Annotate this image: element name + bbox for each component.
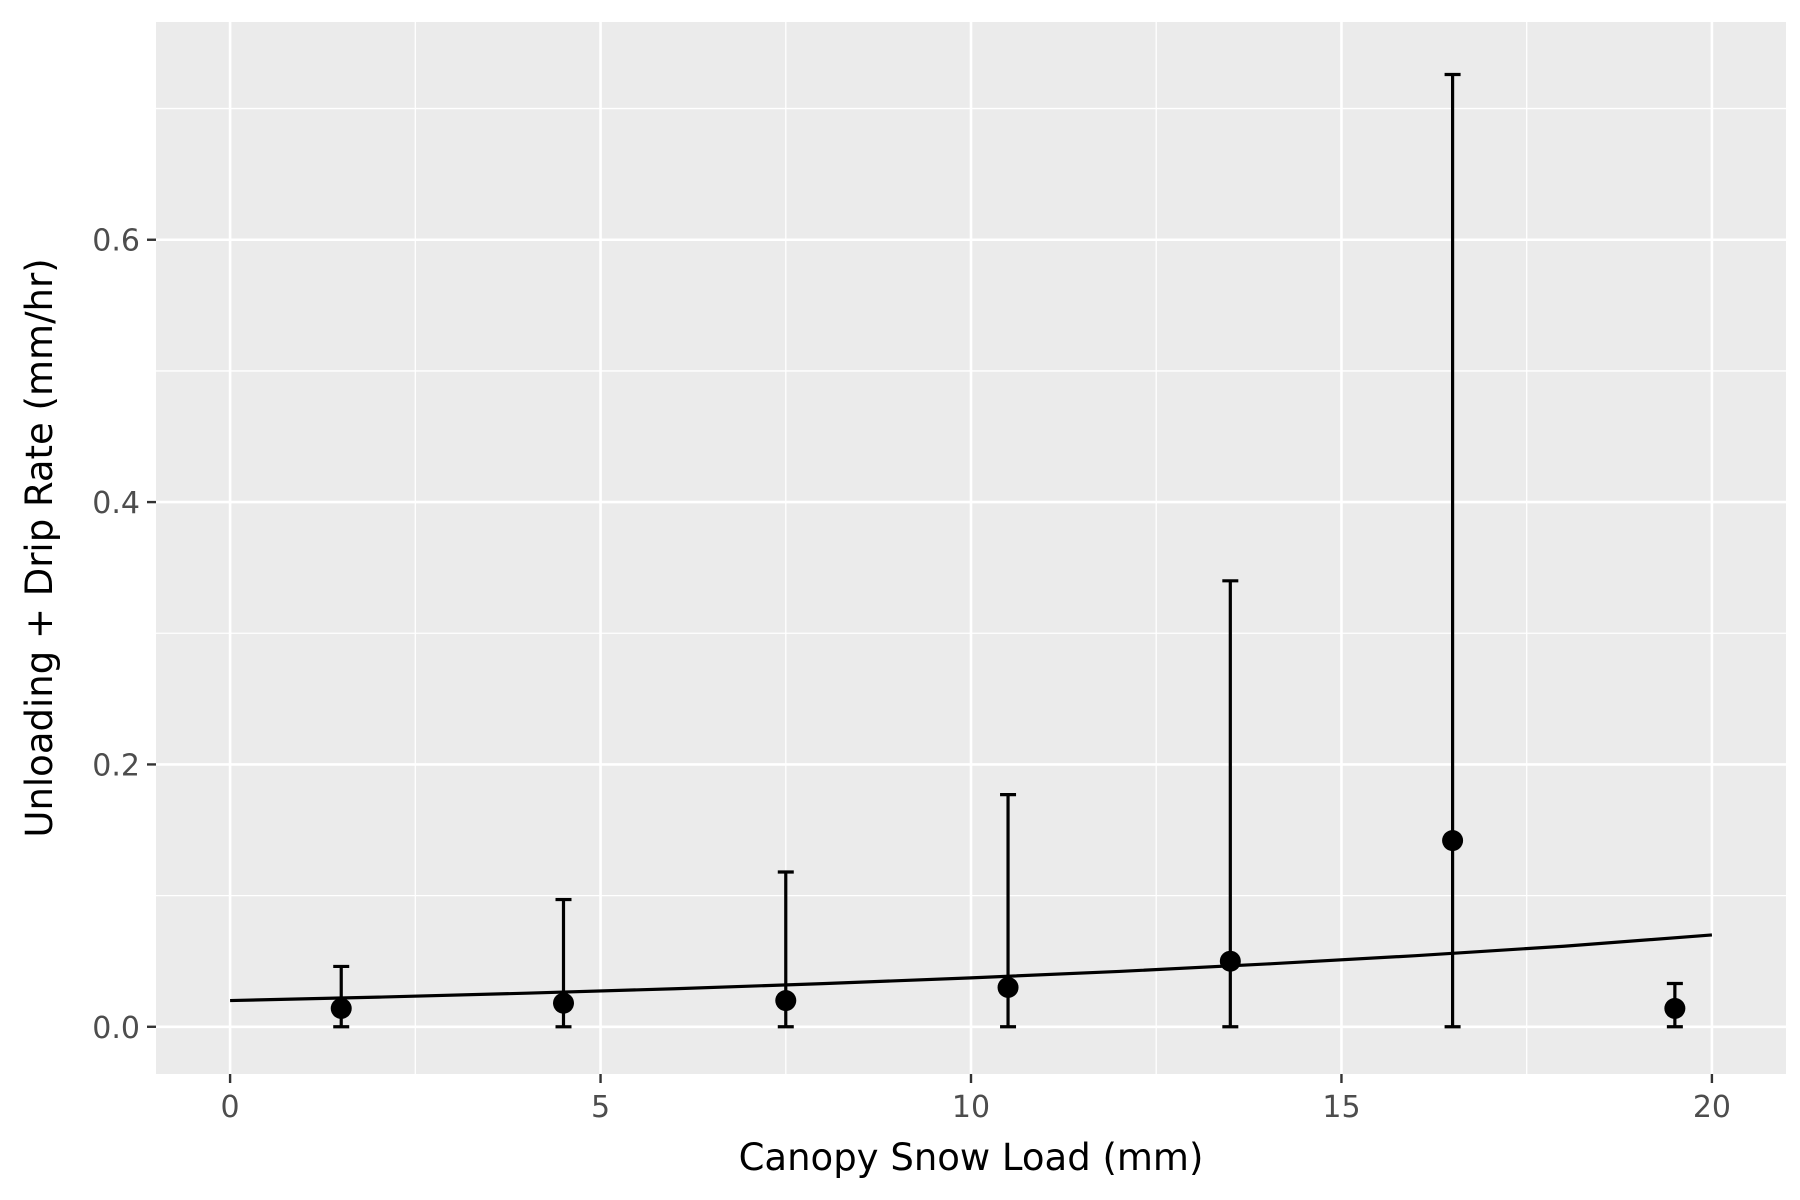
x-axis: 0 5 10 15 20: [221, 1074, 1731, 1125]
x-tick-label: 15: [1322, 1090, 1360, 1125]
data-point: [1664, 997, 1686, 1019]
data-point: [330, 997, 352, 1019]
data-point: [1219, 950, 1241, 972]
y-tick-label: 0.4: [92, 486, 140, 521]
x-tick-label: 10: [952, 1090, 990, 1125]
x-tick-label: 5: [591, 1090, 610, 1125]
y-tick-label: 0.0: [92, 1011, 140, 1046]
data-point: [553, 992, 574, 1014]
y-axis-title: Unloading + Drip Rate (mm/hr): [18, 258, 61, 837]
data-point: [775, 990, 797, 1012]
y-axis: 0.0 0.2 0.4 0.6: [92, 224, 156, 1046]
data-point: [1442, 830, 1464, 852]
x-tick-label: 0: [221, 1090, 240, 1125]
y-tick-label: 0.2: [92, 748, 140, 783]
data-point: [997, 976, 1019, 998]
data-points-layer: [330, 830, 1686, 1019]
major-gridlines: [156, 22, 1786, 1074]
error-bar: [1444, 72, 1461, 1029]
y-tick-label: 0.6: [92, 224, 140, 259]
x-axis-title: Canopy Snow Load (mm): [739, 1136, 1204, 1179]
fit-curve-layer: [230, 933, 1713, 1003]
x-tick-label: 20: [1693, 1090, 1731, 1125]
fit-curve: [230, 933, 1713, 1003]
